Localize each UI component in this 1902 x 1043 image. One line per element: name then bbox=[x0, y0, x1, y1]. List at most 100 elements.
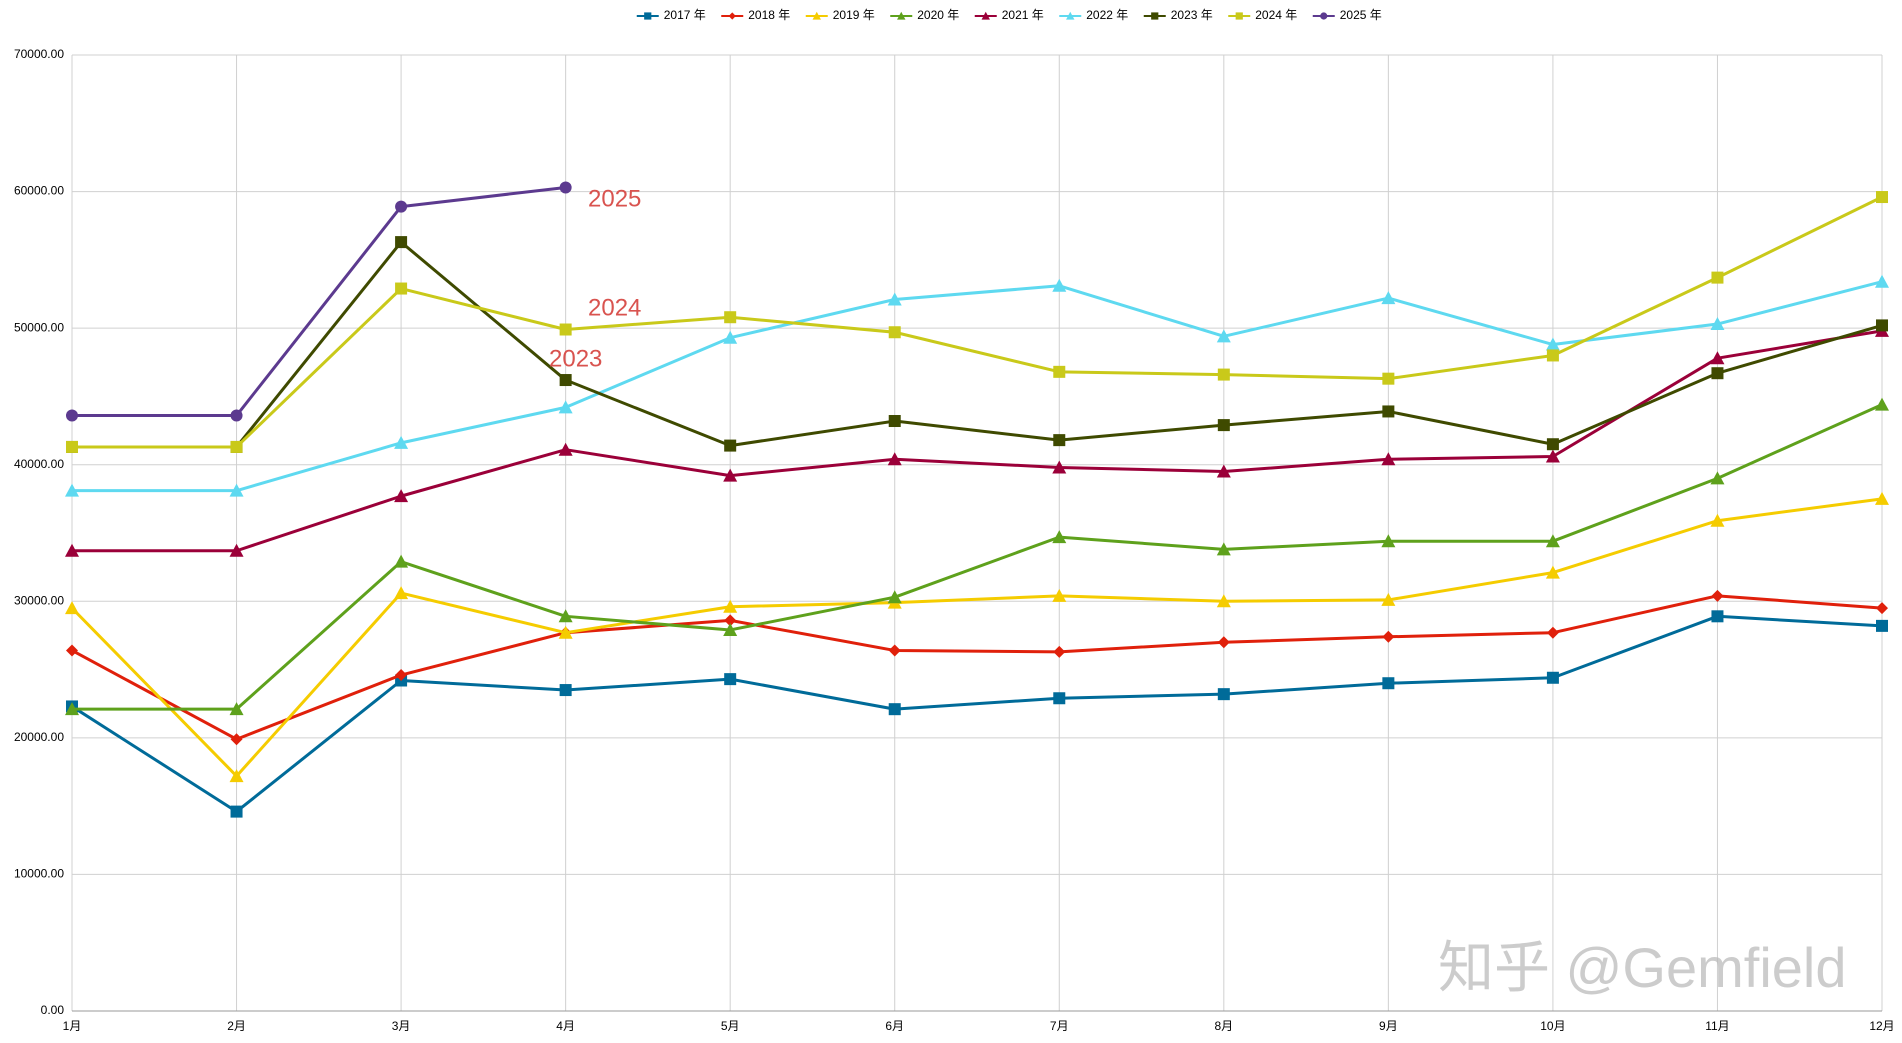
marker bbox=[888, 326, 901, 339]
x-tick-label: 7月 bbox=[1050, 1019, 1069, 1033]
marker bbox=[1546, 438, 1559, 451]
marker bbox=[230, 805, 243, 818]
series-line bbox=[72, 240, 1883, 449]
legend-label: 2022 年 bbox=[1086, 8, 1128, 22]
x-tick-label: 12月 bbox=[1869, 1019, 1894, 1033]
series-line bbox=[71, 614, 1883, 814]
marker bbox=[1711, 610, 1724, 623]
series-line bbox=[72, 329, 1883, 553]
marker bbox=[1710, 513, 1725, 527]
marker bbox=[1053, 692, 1066, 705]
y-tick-label: 20000.00 bbox=[14, 730, 64, 744]
annotation: 2024 bbox=[588, 294, 641, 321]
marker bbox=[66, 440, 78, 453]
x-tick-label: 11月 bbox=[1705, 1019, 1729, 1033]
marker bbox=[1216, 464, 1231, 478]
x-tick-label: 6月 bbox=[885, 1019, 904, 1033]
marker bbox=[1053, 645, 1066, 658]
marker bbox=[1216, 594, 1231, 608]
marker bbox=[1545, 449, 1560, 463]
marker bbox=[981, 11, 990, 20]
marker bbox=[1217, 368, 1230, 381]
marker bbox=[1382, 405, 1395, 418]
marker bbox=[394, 554, 409, 568]
marker bbox=[1710, 317, 1725, 331]
marker bbox=[887, 292, 902, 306]
marker bbox=[723, 599, 738, 613]
marker bbox=[723, 330, 738, 344]
marker bbox=[1151, 12, 1159, 20]
marker bbox=[1217, 636, 1230, 649]
marker bbox=[644, 12, 652, 20]
marker bbox=[897, 11, 906, 20]
marker bbox=[1545, 534, 1560, 548]
marker bbox=[724, 673, 737, 686]
series-line bbox=[72, 185, 566, 418]
marker bbox=[1217, 419, 1230, 432]
marker bbox=[395, 282, 408, 295]
marker bbox=[230, 440, 243, 453]
marker bbox=[724, 439, 737, 452]
x-tick-label: 3月 bbox=[392, 1019, 411, 1033]
marker bbox=[559, 684, 572, 697]
legend-label: 2023 年 bbox=[1171, 8, 1213, 22]
marker bbox=[723, 622, 738, 636]
marker bbox=[1052, 530, 1067, 544]
marker bbox=[394, 489, 409, 503]
watermark: 知乎 @Gemfield bbox=[1438, 936, 1847, 999]
marker bbox=[1545, 337, 1560, 351]
marker bbox=[1381, 291, 1396, 305]
marker bbox=[65, 702, 79, 716]
marker bbox=[1052, 460, 1067, 474]
marker bbox=[1381, 534, 1396, 548]
legend-label: 2021 年 bbox=[1002, 8, 1044, 22]
marker bbox=[1052, 278, 1067, 292]
marker bbox=[1875, 397, 1889, 411]
y-tick-label: 50000.00 bbox=[14, 320, 64, 334]
marker bbox=[66, 644, 78, 657]
legend-label: 2025 年 bbox=[1340, 8, 1382, 22]
marker bbox=[230, 733, 243, 746]
legend-label: 2017 年 bbox=[664, 8, 706, 22]
y-tick-label: 10000.00 bbox=[14, 867, 64, 881]
marker bbox=[559, 374, 572, 387]
marker bbox=[723, 468, 738, 482]
marker bbox=[1381, 452, 1396, 466]
marker bbox=[1052, 588, 1067, 602]
series-line bbox=[72, 403, 1883, 711]
marker bbox=[887, 590, 902, 604]
marker bbox=[395, 236, 408, 249]
marker bbox=[1235, 12, 1243, 20]
marker bbox=[1381, 592, 1396, 606]
legend-label: 2019 年 bbox=[833, 8, 875, 22]
marker bbox=[558, 400, 573, 414]
marker bbox=[1546, 349, 1559, 362]
legend-label: 2024 年 bbox=[1255, 8, 1297, 22]
marker bbox=[1382, 630, 1395, 643]
series-line bbox=[71, 594, 1883, 741]
marker bbox=[66, 409, 78, 422]
marker bbox=[1066, 11, 1075, 20]
marker bbox=[888, 644, 901, 657]
marker bbox=[65, 601, 79, 615]
marker bbox=[888, 415, 901, 428]
marker bbox=[1382, 372, 1395, 385]
marker bbox=[1053, 434, 1066, 447]
marker bbox=[558, 609, 573, 623]
y-tick-label: 60000.00 bbox=[14, 184, 64, 198]
x-tick-label: 4月 bbox=[556, 1019, 575, 1033]
marker bbox=[229, 543, 244, 557]
marker bbox=[229, 769, 244, 783]
marker bbox=[1711, 589, 1724, 602]
marker bbox=[1876, 619, 1888, 632]
marker bbox=[558, 442, 573, 456]
marker bbox=[65, 543, 79, 557]
marker bbox=[1216, 329, 1231, 343]
marker bbox=[888, 703, 901, 716]
marker bbox=[1875, 491, 1889, 505]
series-line bbox=[72, 195, 1883, 449]
marker bbox=[1382, 677, 1395, 690]
x-tick-label: 1月 bbox=[63, 1019, 82, 1033]
marker bbox=[724, 614, 737, 627]
